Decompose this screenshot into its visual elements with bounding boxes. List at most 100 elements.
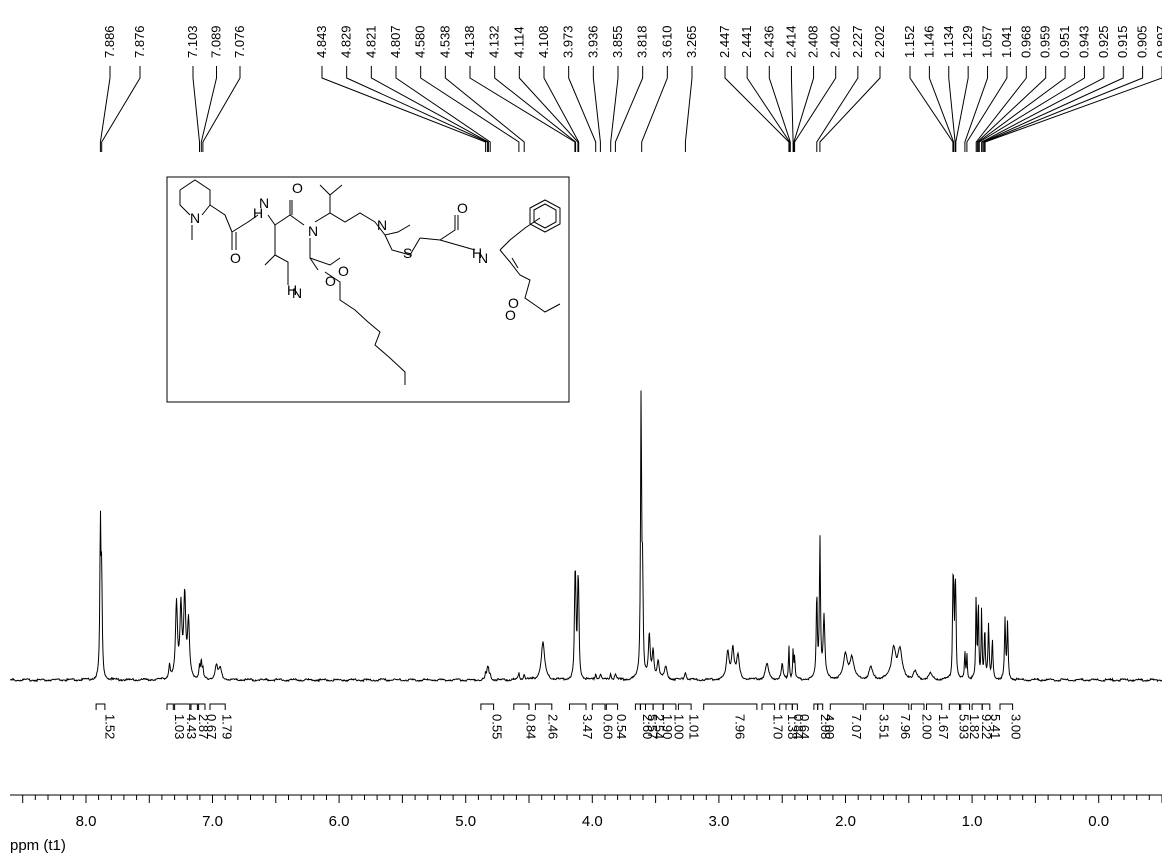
peak-label: 0.915 [1115,25,1130,58]
peak-connector [518,66,579,152]
peak-connector [768,66,791,152]
peak-connector [568,66,597,152]
integral-value: 2.54 [651,714,666,739]
x-tick-label: 2.0 [835,813,856,830]
benzene-ring [529,199,561,233]
integral-bracket [190,703,198,710]
peak-connector [794,66,837,152]
peak-connector [192,66,200,152]
peak-connector [984,66,1162,152]
peak-connector [101,66,141,152]
peak-connector [610,66,619,152]
peak-connector [543,66,580,152]
integral-value: 1.38 [785,714,800,739]
atom-label: H [287,282,297,298]
peak-connector [790,66,794,152]
peak-connector [592,66,601,152]
integral-value: 4.00 [822,714,837,739]
integral-bracket [662,703,677,710]
integral-value: 4.43 [184,714,199,739]
x-tick-label: 7.0 [202,813,223,830]
integral-value: 1.79 [220,714,235,739]
integral-value: 1.70 [770,714,785,739]
peak-connector [983,66,1144,152]
peak-connector [975,66,1027,152]
integral-bracket [813,703,819,710]
integral-bracket [960,703,971,710]
integral-bracket [677,703,692,710]
peak-label: 7.089 [209,25,224,58]
peak-label: 4.843 [314,25,329,58]
integral-bracket [534,703,553,710]
integral-bracket [791,703,798,710]
integrals: 1.52 1.034.432.870.67 1.79 0.55 0.84 2.46 3.47… [95,703,1023,739]
peak-connector [202,66,241,152]
atom-label: N [259,195,269,211]
x-axis-title: ppm (t1) [10,837,66,854]
x-tick-label: 3.0 [708,813,729,830]
integral-value: 0.55 [489,714,504,739]
integral-value: 2.08 [818,714,833,739]
peak-label: 4.538 [437,25,452,58]
peak-label: 0.943 [1076,25,1091,58]
peak-connector [641,66,668,152]
integral-value: 7.07 [849,714,864,739]
integral-bracket [971,703,983,710]
integral-value: 5.93 [956,714,971,739]
integral-value: 7.96 [732,714,747,739]
integral-bracket [513,703,530,710]
peak-label: 2.408 [806,25,821,58]
peak-label: 2.227 [850,25,865,58]
peak-connector [978,66,1085,152]
x-tick-label: 6.0 [329,813,350,830]
peak-connector [395,66,491,152]
integral-value: 0.60 [601,714,616,739]
integral-value: 1.03 [172,714,187,739]
peak-label: 2.447 [717,25,732,58]
peak-connector [816,66,859,152]
atom-label: O [230,250,241,266]
peak-connector [977,66,1066,152]
peak-connector [684,66,693,152]
integral-value: 1.90 [660,714,675,739]
peak-connector [99,66,111,152]
integral-bracket [761,703,776,710]
x-axis: 8.0 7.0 6.0 5.0 4.0 3.0 2.0 1.0 0.0 [10,794,1162,830]
integral-bracket [652,703,664,710]
atom-label: O [338,263,349,279]
integral-value: 0.84 [791,714,806,739]
peak-connector [321,66,487,152]
integral-value: 1.52 [103,714,118,739]
peak-label: 2.441 [739,25,754,58]
peak-label: 2.202 [872,25,887,58]
peak-labels: 7.886 7.876 7.103 7.089 7.076 4.843 4.829 4.821… [99,25,1162,152]
peak-label: 3.610 [659,25,674,58]
peak-label: 4.132 [487,25,502,58]
x-tick-label: 1.0 [962,813,983,830]
atom-label: O [325,273,336,289]
integral-bracket [645,703,654,710]
peak-label: 4.580 [413,25,428,58]
integral-bracket [785,703,793,710]
atom-label: O [508,295,519,311]
peak-connector [793,66,815,152]
peak-connector [200,66,217,152]
atom-label: N [292,285,302,301]
peak-label: 4.108 [536,25,551,58]
peak-connector [494,66,577,152]
peak-label: 4.138 [462,25,477,58]
peak-label: 1.057 [980,25,995,58]
integral-value: 5.57 [645,714,660,739]
atom-label: O [292,180,303,196]
integral-value: 7.96 [898,714,913,739]
atom-label: H [253,205,263,221]
integral-bracket [569,703,587,710]
peak-label: 4.807 [388,25,403,58]
integral-value: 1.67 [936,714,951,739]
peak-label: 2.402 [828,25,843,58]
atom-label: O [505,307,516,323]
integral-value: 2.60 [640,714,655,739]
peak-label: 3.818 [635,25,650,58]
peak-label: 4.114 [511,26,526,58]
